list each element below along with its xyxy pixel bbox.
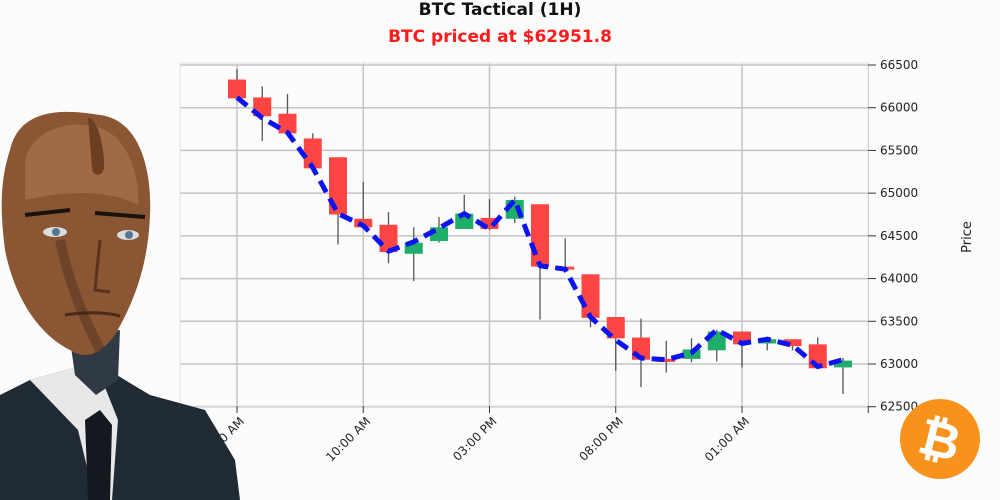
candle (379, 211, 398, 264)
candle (303, 133, 322, 169)
chart-title: BTC Tactical (1H) (418, 0, 582, 20)
candle (556, 238, 575, 270)
candle (329, 157, 347, 245)
candle (480, 199, 499, 230)
x-tick-label: 08:00 PM (576, 414, 625, 463)
y-tick-label: 66000 (880, 101, 918, 115)
y-tick-label: 66500 (880, 58, 918, 72)
x-tick-label: 01:00 AM (702, 414, 752, 464)
y-tick-label: 63500 (880, 314, 918, 328)
y-tick-label: 65000 (880, 186, 918, 200)
y-tick-label: 65500 (880, 143, 918, 157)
android-portrait-image (0, 111, 240, 500)
candle (278, 94, 297, 134)
price-subtitle: BTC priced at $62951.8 (388, 27, 612, 47)
trend-line (235, 95, 844, 370)
bitcoin-logo-icon: ₿ (900, 399, 980, 479)
candle (834, 358, 852, 394)
y-tick-label: 64000 (880, 272, 918, 286)
candle (783, 339, 802, 351)
x-tick-label: 10:00 AM (323, 414, 373, 464)
candles (228, 69, 852, 394)
x-tick-label: 03:00 PM (450, 414, 499, 463)
candle (404, 227, 423, 282)
y-tick-label: 64500 (880, 229, 918, 243)
candle (228, 69, 246, 99)
candle (354, 182, 373, 230)
candle (657, 340, 676, 373)
y-tick-label: 63000 (880, 357, 918, 371)
y-axis: 62500 63000 63500 64000 64500 65000 65500 66000… (868, 58, 918, 414)
plot-frame (179, 62, 869, 407)
y-axis-label: Price (960, 221, 975, 253)
candle (733, 331, 751, 368)
y-tick-label: 62500 (880, 400, 918, 414)
